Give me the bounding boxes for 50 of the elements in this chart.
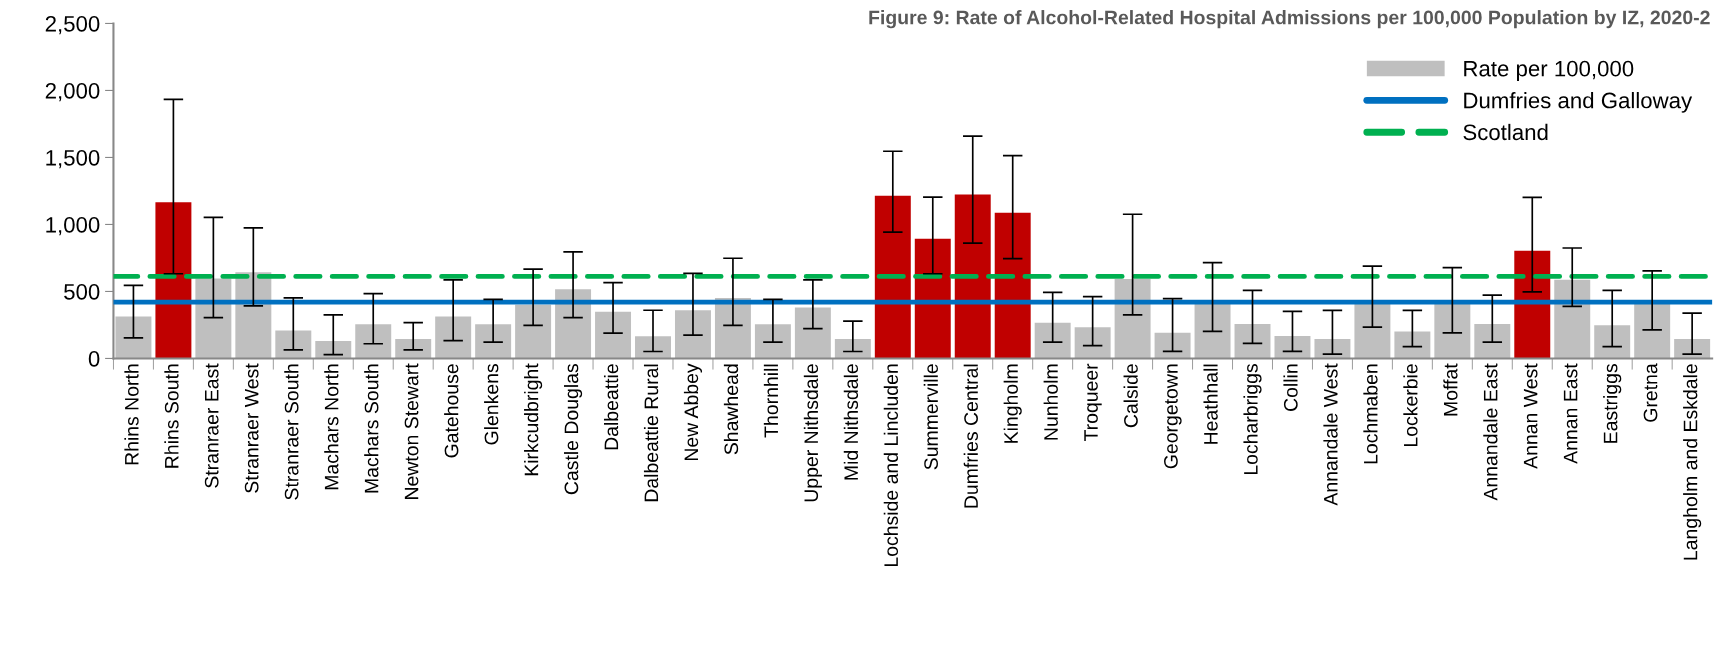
x-tick-label: Machars South [364,364,379,493]
y-tick-label: 0 [88,350,100,367]
y-tick-label: 500 [64,283,100,300]
x-tick-label: Shawhead [723,364,739,455]
y-tick-label: 1,000 [46,216,100,236]
legend-label: Dumfries and Galloway [1464,92,1693,113]
x-tick-label: Dalbeattie [603,364,619,450]
x-tick-label: New Abbey [683,363,703,461]
legend-label: Scotland [1463,123,1548,141]
x-tick-label: Dumfries Central [963,364,978,508]
y-tick-label: 2,000 [45,82,100,102]
x-tick-label: Stranraer South [284,364,299,500]
x-tick-label: Lochmaben [1363,364,1378,464]
x-tick-label: Mid Nithsdale [843,364,859,480]
x-tick-label: Dalbeattie Rural [643,364,659,502]
y-tick-label: 1,500 [46,149,100,169]
x-tick-label: Gatehouse [444,364,459,458]
x-tick-label: Annan East [1563,363,1578,464]
x-tick-label: Collin [1283,364,1298,411]
x-tick-label: Kirkcudbright [524,363,543,476]
x-tick-label: Stranraer West [244,363,259,493]
x-tick-label: Upper Nithsdale [803,364,822,502]
x-tick-label: Georgetown [1164,364,1182,469]
x-tick-label: Rhins South [164,364,179,468]
chart-title: Figure 9: Rate of Alcohol-Related Hospital Admissions per 100,000 Population by IZ, 2020-2 [869,10,1710,29]
x-tick-label: Lochside and Lincluden [883,364,899,567]
x-tick-label: Calside [1123,364,1138,428]
x-tick-label: Rhins North [124,364,139,465]
y-tick-label: 2,500 [45,15,100,35]
x-tick-label: Annandale West [1323,363,1338,506]
x-tick-label: Lockerbie [1403,364,1418,447]
x-tick-label: Gretna [1643,363,1658,422]
x-tick-label: Summerville [923,364,938,470]
x-tick-label: Langholm and Eskdale [1683,364,1702,560]
x-tick-label: Nunholm [1043,364,1058,440]
x-tick-label: Kingholm [1003,364,1022,443]
x-tick-label: Locharbriggs [1243,364,1262,475]
x-tick-label: Moffat [1443,363,1458,416]
x-tick-label: Stranraer East [204,363,219,488]
x-tick-label: Newton Stewart [404,363,419,499]
x-tick-label: Thornhill [763,364,779,438]
x-tick-label: Heathhall [1203,364,1218,444]
x-tick-label: Annan West [1523,363,1538,469]
x-tick-label: Glenkens [484,364,499,445]
x-tick-label: Annandale East [1483,363,1498,501]
x-tick-label: Eastriggs [1603,364,1622,443]
x-tick-label: Castle Douglas [564,364,583,495]
x-tick-label: Machars North [324,364,339,490]
x-tick-label: Troqueer [1084,363,1102,442]
legend-label: Rate per 100,000 [1464,60,1634,81]
